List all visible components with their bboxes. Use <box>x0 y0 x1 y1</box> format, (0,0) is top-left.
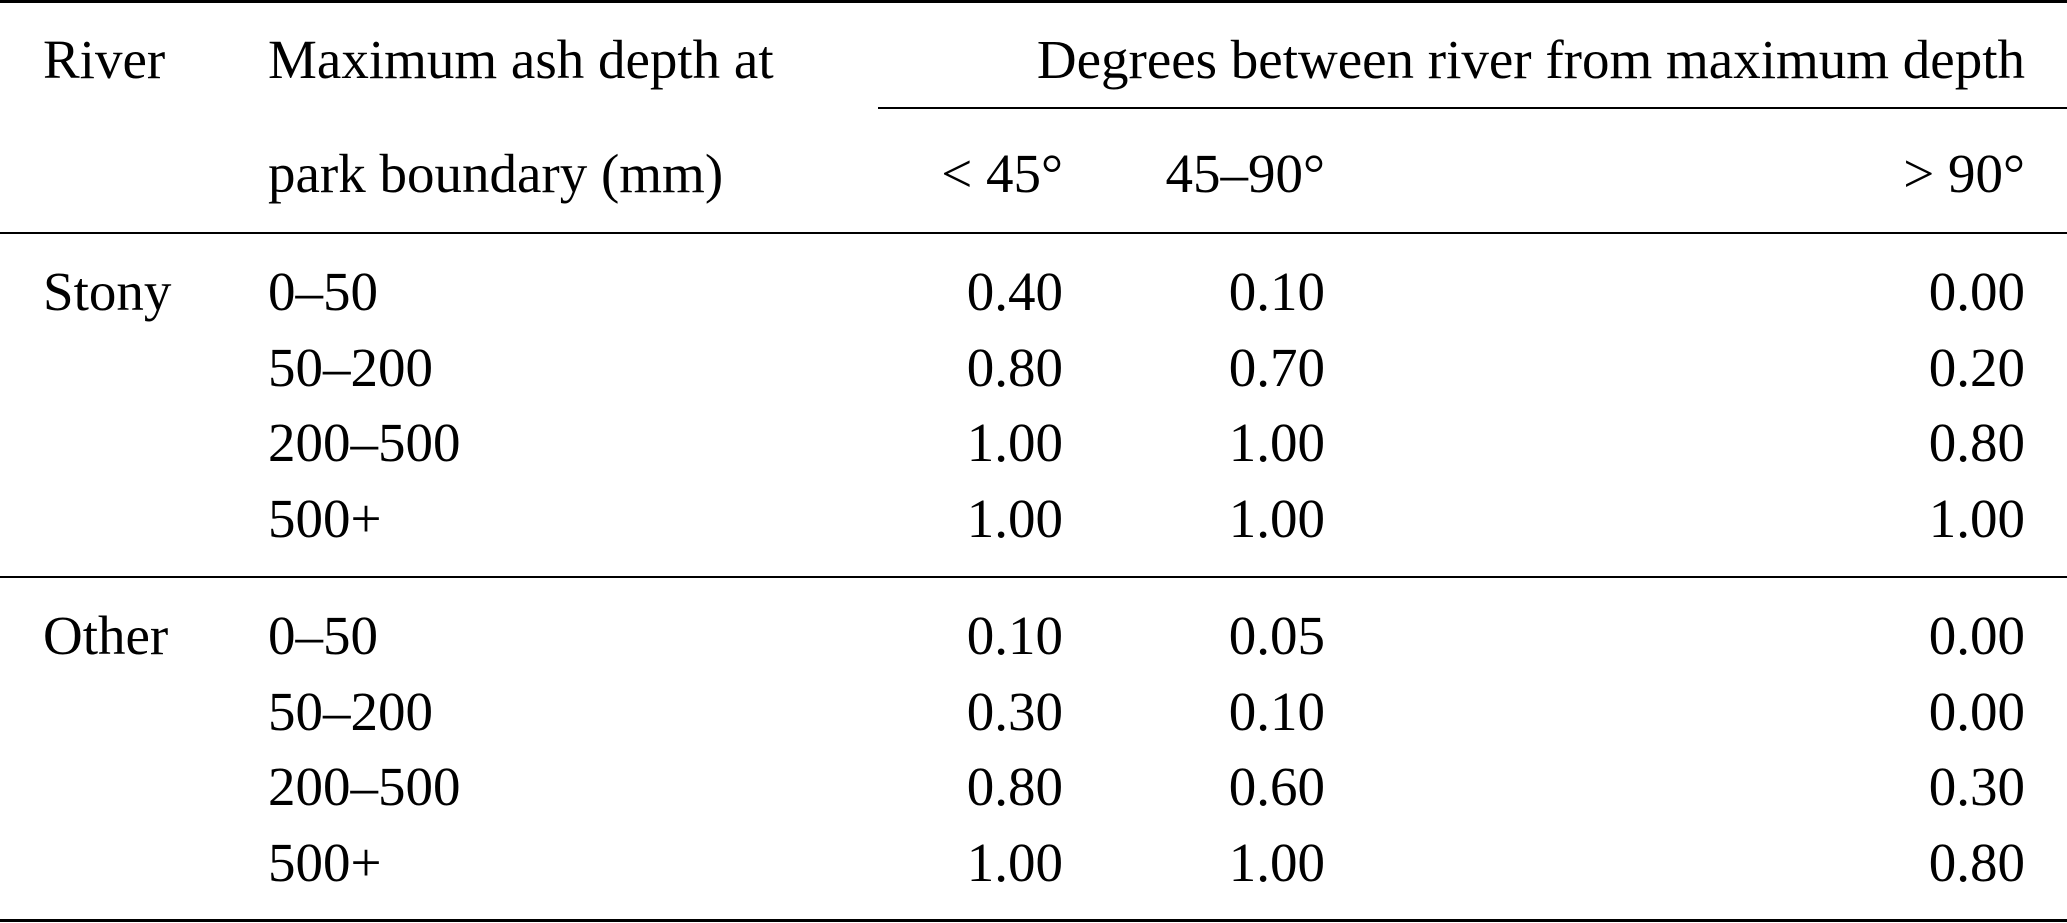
depth-cell: 50–200 <box>268 681 433 742</box>
header-depth-line2: park boundary (mm) <box>268 143 724 204</box>
value-cell: 0.30 <box>1928 756 2025 817</box>
value-cell: 0.10 <box>1228 261 1325 322</box>
depth-cell: 0–50 <box>268 261 378 322</box>
value-cell: 1.00 <box>1228 412 1325 473</box>
depth-cell: 200–500 <box>268 412 461 473</box>
bottom-rule <box>0 919 2067 922</box>
value-cell: 0.70 <box>1228 337 1325 398</box>
value-cell: 0.60 <box>1228 756 1325 817</box>
value-cell: 1.00 <box>1228 488 1325 549</box>
depth-cell: 500+ <box>268 832 382 893</box>
header-river: River <box>43 29 166 90</box>
header-col-gt90: > 90° <box>1903 143 2025 204</box>
depth-cell: 500+ <box>268 488 382 549</box>
group-separator-rule <box>0 576 2067 578</box>
value-cell: 0.80 <box>966 337 1063 398</box>
value-cell: 0.80 <box>1928 832 2025 893</box>
header-col-45-90: 45–90° <box>1165 143 1326 204</box>
value-cell: 1.00 <box>966 412 1063 473</box>
depth-cell: 0–50 <box>268 605 378 666</box>
depth-cell: 50–200 <box>268 337 433 398</box>
value-cell: 1.00 <box>966 488 1063 549</box>
value-cell: 0.40 <box>966 261 1063 322</box>
value-cell: 0.10 <box>1228 681 1325 742</box>
value-cell: 0.20 <box>1928 337 2025 398</box>
value-cell: 1.00 <box>966 832 1063 893</box>
value-cell: 0.00 <box>1928 681 2025 742</box>
value-cell: 1.00 <box>1928 488 2025 549</box>
group-header-rule <box>878 107 2067 109</box>
value-cell: 0.05 <box>1228 605 1325 666</box>
value-cell: 0.80 <box>966 756 1063 817</box>
value-cell: 0.10 <box>966 605 1063 666</box>
value-cell: 0.00 <box>1928 261 2025 322</box>
header-col-lt45: < 45° <box>941 143 1063 204</box>
value-cell: 0.30 <box>966 681 1063 742</box>
header-degrees-group: Degrees between river from maximum depth <box>1036 29 2025 90</box>
top-rule <box>0 0 2067 3</box>
value-cell: 0.80 <box>1928 412 2025 473</box>
group-river-label: Stony <box>43 261 172 322</box>
value-cell: 1.00 <box>1228 832 1325 893</box>
header-depth-line1: Maximum ash depth at <box>268 29 774 90</box>
depth-cell: 200–500 <box>268 756 461 817</box>
group-river-label: Other <box>43 605 169 666</box>
header-bottom-rule <box>0 232 2067 234</box>
value-cell: 0.00 <box>1928 605 2025 666</box>
